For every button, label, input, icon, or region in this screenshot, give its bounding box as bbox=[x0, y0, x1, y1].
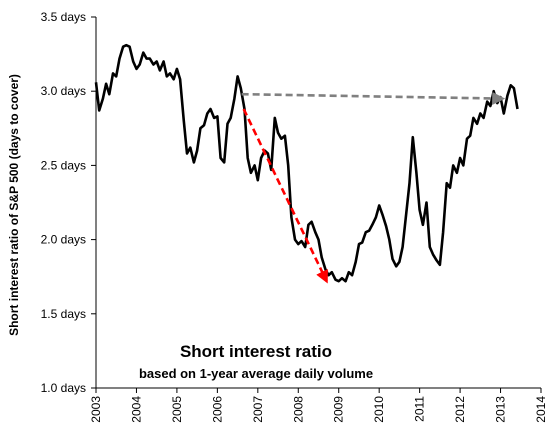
annotation-subtitle: based on 1-year average daily volume bbox=[139, 366, 373, 381]
x-tick-label: 2007 bbox=[251, 396, 265, 423]
y-axis-ticks: 1.0 days 1.5 days 2.0 days 2.5 days 3.0 days… bbox=[41, 10, 96, 395]
x-tick-label: 2012 bbox=[453, 396, 467, 423]
x-tick-label: 2008 bbox=[291, 396, 305, 423]
y-tick-label: 3.0 days bbox=[41, 84, 86, 98]
y-tick-label: 1.0 days bbox=[41, 381, 86, 395]
y-tick-label: 2.5 days bbox=[41, 158, 86, 172]
annotation-title: Short interest ratio bbox=[180, 342, 332, 361]
x-tick-label: 2010 bbox=[372, 396, 386, 423]
axes bbox=[95, 17, 541, 389]
x-tick-label: 2004 bbox=[129, 396, 143, 423]
series-line-short-interest-ratio bbox=[94, 43, 519, 283]
x-axis-ticks: 2003 2004 2005 2006 2007 2008 2009 2010 2011 2012… bbox=[89, 388, 548, 423]
x-tick-label: 2013 bbox=[494, 396, 508, 423]
grey-level-arrow bbox=[241, 91, 506, 105]
x-tick-label: 2009 bbox=[332, 396, 346, 423]
x-tick-label: 2003 bbox=[89, 396, 103, 423]
y-tick-label: 1.5 days bbox=[41, 307, 86, 321]
x-tick-label: 2011 bbox=[413, 396, 427, 422]
y-axis-label: Short interest ratio of S&P 500 (days to… bbox=[7, 74, 21, 336]
y-tick-label: 2.0 days bbox=[41, 233, 86, 247]
x-tick-label: 2006 bbox=[210, 396, 224, 423]
x-tick-label: 2014 bbox=[534, 396, 548, 423]
red-downtrend-arrow bbox=[242, 108, 328, 284]
x-tick-label: 2005 bbox=[170, 396, 184, 423]
y-tick-label: 3.5 days bbox=[41, 10, 86, 24]
